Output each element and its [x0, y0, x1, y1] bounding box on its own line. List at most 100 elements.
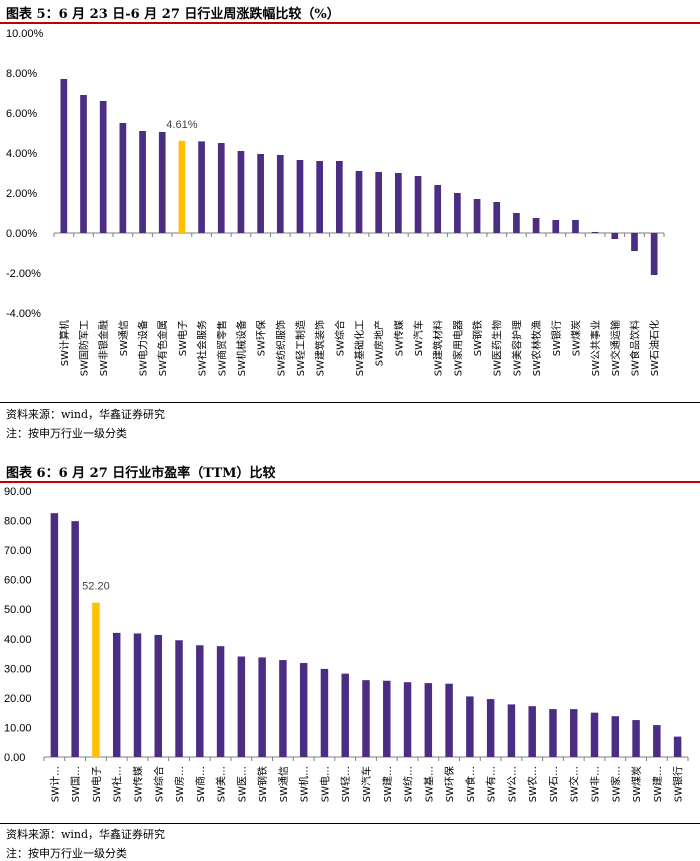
bar [532, 218, 540, 233]
category-label: SW轻工制造 [294, 320, 307, 376]
bar [335, 161, 343, 233]
bar [631, 233, 638, 251]
y-tick-label: 70.00 [4, 545, 32, 557]
y-tick-label: 60.00 [4, 575, 32, 587]
category-label: SW商贸零售 [215, 320, 228, 376]
category-label: SW汽车 [360, 766, 373, 802]
bar [158, 132, 166, 233]
category-label: SW银行 [550, 320, 563, 356]
category-label: SW国防军工 [78, 320, 91, 376]
category-label: SW建… [381, 766, 394, 802]
bar [60, 79, 68, 233]
y-tick-label: 2.00% [6, 188, 37, 200]
category-label: SW非银金融 [97, 320, 110, 376]
category-label: SW国… [70, 766, 82, 802]
bar [237, 656, 246, 757]
category-label: SW房… [173, 766, 186, 802]
bar [196, 645, 204, 757]
bar [611, 716, 620, 757]
category-label: SW建… [651, 766, 664, 802]
y-tick-label: 30.00 [4, 663, 32, 675]
category-label: SW家… [609, 766, 622, 802]
bar [80, 95, 87, 233]
category-label: SW建筑材料 [432, 320, 445, 376]
chart1-svg: -4.00% -2.00% 0.00% 2.00% 4.00% 6.00% 8.00% 10.… [6, 28, 665, 376]
category-label: SW机… [298, 766, 311, 802]
bar [486, 699, 495, 757]
category-label: SW环保 [255, 320, 268, 356]
bar [611, 233, 619, 239]
category-label: SW钢铁 [471, 320, 484, 356]
bar [590, 712, 599, 757]
chart2-svg: 0.00 10.00 20.00 30.00 40.00 50.00 60.00 70.00 8… [4, 486, 689, 802]
category-label: SW电力设备 [137, 320, 150, 376]
bar [403, 682, 412, 757]
bar [296, 160, 304, 233]
category-label: SW石… [549, 766, 560, 802]
bar [375, 172, 383, 233]
bar [414, 176, 422, 233]
category-label: SW煤炭 [630, 766, 643, 802]
bar [216, 646, 225, 757]
category-label: SW基… [422, 766, 435, 802]
category-label: SW建筑装饰 [314, 320, 327, 376]
bar [493, 202, 501, 233]
y-tick-label: -2.00% [6, 268, 41, 280]
bar [632, 720, 640, 757]
bar [355, 171, 363, 233]
category-label: SW食… [464, 766, 477, 802]
chart1-source: 资料来源：wind，华鑫证券研究 [6, 408, 166, 421]
category-label: SW交… [568, 766, 581, 802]
category-label: SW非… [590, 766, 602, 802]
category-label: SW纺织服饰 [274, 320, 287, 376]
bar [217, 143, 225, 233]
bar [473, 199, 481, 233]
bar [673, 736, 682, 757]
bar-highlight [178, 140, 186, 233]
bar [513, 213, 520, 233]
category-label: SW环保 [443, 766, 456, 802]
category-label: SW电子 [176, 320, 189, 356]
bar [50, 513, 59, 757]
bar [276, 155, 284, 233]
category-label: SW商… [194, 766, 207, 802]
y-tick-label: 80.00 [4, 516, 32, 528]
bar [454, 193, 461, 233]
data-label: 52.20 [82, 581, 110, 593]
category-label: SW银行 [672, 766, 685, 802]
chart1-title: 图表 5：6 月 23 日-6 月 27 日行业周涨跌幅比较（%） [6, 7, 340, 22]
bar [445, 683, 453, 757]
category-label: SW传媒 [132, 766, 144, 802]
category-label: SW医药生物 [491, 320, 504, 376]
y-tick-label: 8.00% [6, 68, 37, 80]
bar [395, 173, 402, 233]
category-label: SW房地产 [373, 320, 386, 366]
bar [572, 220, 579, 233]
bar [237, 151, 245, 233]
bar [650, 233, 658, 275]
category-label: SW公… [507, 766, 518, 802]
category-label: SW社会服务 [196, 320, 209, 376]
bar [119, 123, 127, 233]
y-tick-label: 0.00 [4, 752, 25, 764]
category-label: SW机械设备 [235, 320, 248, 376]
bar-highlight [92, 602, 100, 757]
bar [154, 634, 162, 757]
y-tick-label: 0.00% [6, 228, 37, 240]
category-label: SW食品饮料 [628, 320, 641, 376]
y-tick-label: 20.00 [4, 693, 32, 705]
category-label: SW基础化工 [353, 320, 366, 376]
chart1-note: 注：按申万行业一级分类 [6, 427, 127, 440]
category-label: SW社… [111, 766, 124, 802]
category-label: SW有色金属 [156, 320, 169, 376]
bar [257, 154, 264, 233]
chart1-top-rule [0, 22, 700, 24]
y-tick-label: -4.00% [6, 308, 41, 320]
bar [466, 696, 474, 757]
bar [424, 683, 433, 757]
bar [71, 521, 79, 757]
chart1-bottom-rule [0, 402, 700, 403]
y-tick-label: 10.00% [6, 28, 44, 40]
bar [552, 220, 560, 233]
category-label: SW综合 [152, 766, 165, 802]
